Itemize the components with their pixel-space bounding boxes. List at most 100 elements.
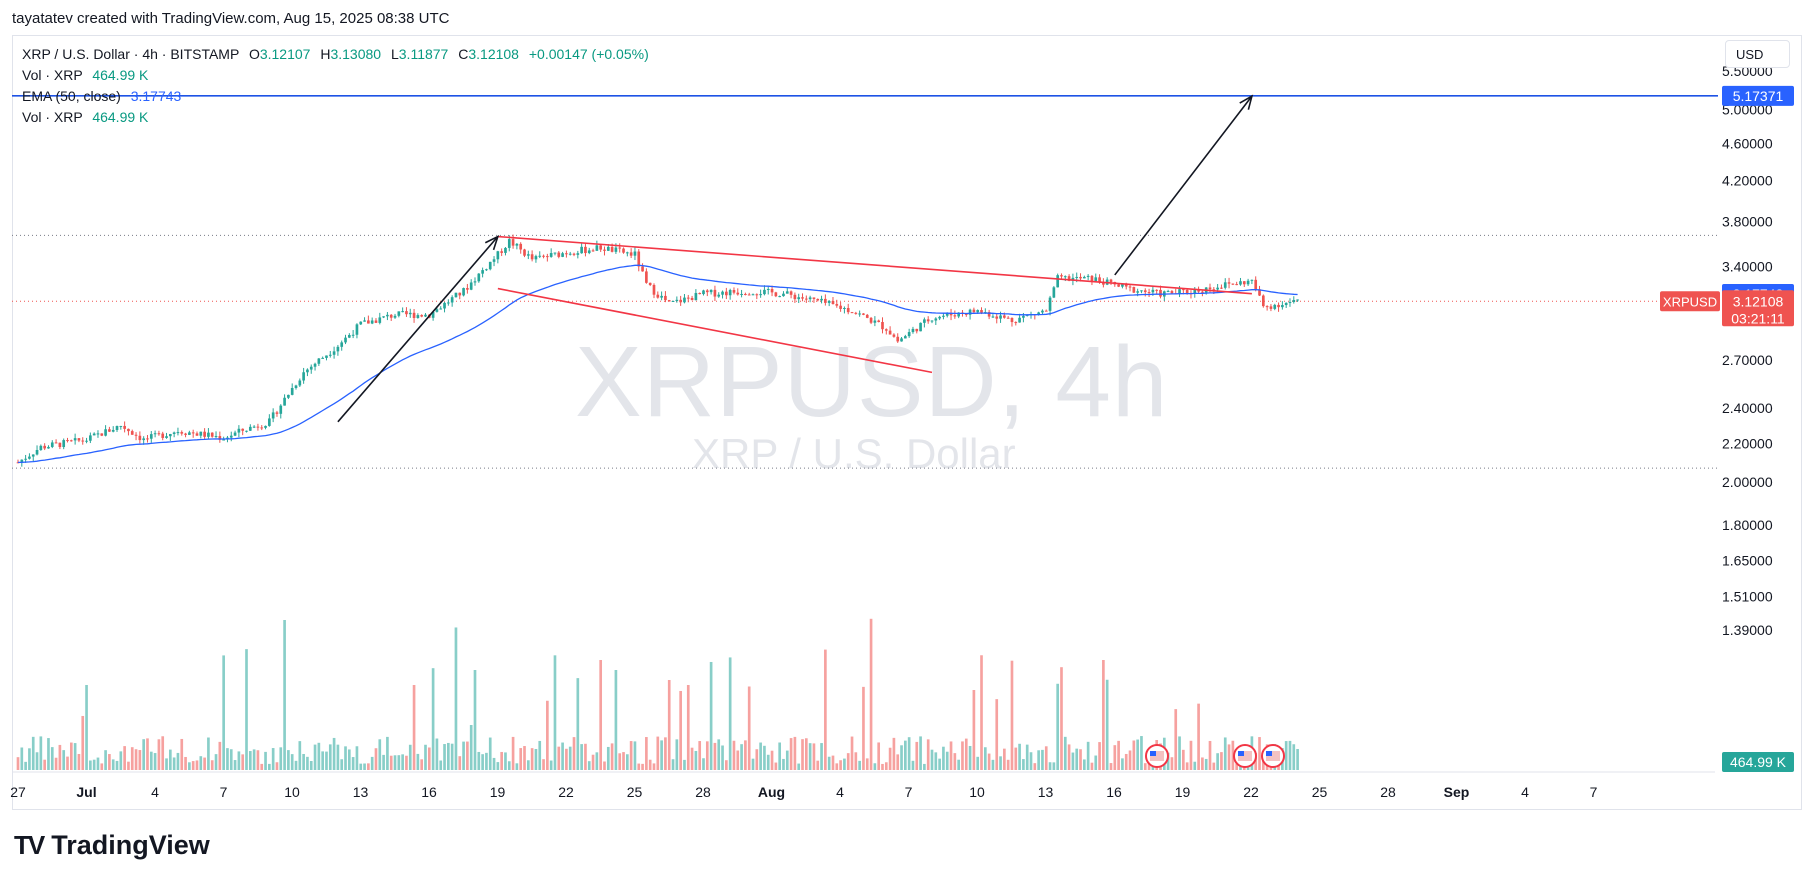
- volume-bar: [146, 738, 149, 770]
- volume-bar: [1014, 747, 1018, 770]
- volume-bar: [702, 758, 705, 770]
- volume-bar: [279, 747, 283, 770]
- candle-body: [1083, 276, 1086, 279]
- volume-bar: [39, 736, 43, 770]
- price-tick-label: 1.51000: [1722, 588, 1773, 604]
- candle-body: [1273, 304, 1277, 309]
- volume-bar: [1086, 741, 1090, 770]
- volume-bar: [896, 754, 900, 770]
- candle-body: [820, 298, 823, 301]
- price-tick-label: 3.40000: [1722, 258, 1773, 274]
- candle-body: [549, 253, 553, 257]
- candle-body: [626, 252, 629, 254]
- candle-body: [104, 429, 107, 436]
- candle-body: [146, 438, 149, 440]
- candle-body: [1037, 312, 1040, 315]
- candle-body: [31, 454, 35, 457]
- volume-bar: [968, 745, 972, 770]
- candle-body: [172, 432, 176, 435]
- candle-body: [290, 387, 294, 395]
- candle-body: [827, 300, 831, 303]
- volume-bar: [770, 750, 774, 770]
- currency-button[interactable]: USD: [1725, 40, 1790, 68]
- candle-body: [47, 446, 50, 449]
- volume-bar: [108, 754, 111, 770]
- candle-body: [603, 249, 606, 251]
- candle-body: [1109, 279, 1113, 282]
- candle-body: [1006, 317, 1010, 319]
- tradingview-brand[interactable]: TV TradingView: [14, 830, 210, 861]
- volume-bar: [1113, 745, 1117, 770]
- candle-body: [797, 297, 801, 300]
- candle-body: [439, 308, 443, 310]
- volume-bar: [938, 758, 941, 770]
- volume-bar: [462, 741, 465, 770]
- candle-body: [846, 308, 850, 313]
- volume-bar: [732, 740, 736, 770]
- volume-bar: [1197, 703, 1200, 770]
- volume-bar: [915, 741, 919, 770]
- volume-bar: [1174, 709, 1178, 770]
- candle-body: [881, 322, 884, 330]
- us-flag-icon-canton: [1266, 751, 1272, 756]
- volume-bar: [686, 685, 690, 770]
- volume-bar: [599, 660, 603, 770]
- volume-bar: [1025, 744, 1029, 770]
- volume-bar: [492, 757, 496, 770]
- volume-bar: [504, 752, 507, 770]
- volume-bar: [134, 749, 138, 770]
- time-tick-label: Aug: [758, 784, 785, 800]
- volume-bar: [363, 763, 366, 770]
- volume-bar: [580, 744, 583, 770]
- volume-bar: [1208, 740, 1212, 770]
- us-flag-icon-stripes: [1238, 751, 1252, 761]
- volume-bar: [511, 736, 515, 770]
- volume-bar: [561, 742, 564, 770]
- volume-bar: [759, 742, 762, 770]
- volume-bar: [1227, 744, 1231, 770]
- candle-body: [108, 429, 111, 432]
- channel-upper-line: [497, 235, 1252, 295]
- volume-bar: [405, 755, 408, 770]
- legend-low-label: L: [390, 46, 399, 62]
- price-tick-label: 1.80000: [1722, 517, 1773, 533]
- candle-body: [35, 450, 39, 455]
- volume-bar: [488, 737, 492, 770]
- volume-bar: [591, 754, 595, 770]
- candle-body: [595, 245, 599, 251]
- candle-body: [264, 425, 267, 428]
- candle-body: [763, 289, 766, 295]
- volume-bar: [850, 736, 854, 770]
- legend-volume-row[interactable]: Vol · XRP 464.99 K: [22, 65, 649, 86]
- legend-ema-row[interactable]: EMA (50, close) 3.17743: [22, 86, 649, 107]
- candle-body: [275, 412, 279, 414]
- volume-bar: [431, 668, 435, 770]
- tradingview-name: TradingView: [51, 830, 210, 860]
- candle-body: [1292, 299, 1296, 303]
- candle-body: [157, 433, 161, 435]
- volume-bar: [801, 739, 804, 770]
- legend-volume2-value: 464.99 K: [92, 109, 149, 125]
- volume-bar: [980, 655, 983, 770]
- candle-body: [180, 432, 184, 434]
- time-tick-label: 7: [1590, 784, 1598, 800]
- volume-bar: [839, 760, 842, 770]
- volume-bar: [690, 747, 694, 770]
- volume-bar: [820, 743, 823, 770]
- candle-body: [245, 430, 248, 432]
- volume-bar: [1124, 753, 1128, 770]
- volume-bar: [884, 762, 888, 770]
- volume-bar: [751, 758, 755, 770]
- symbol-tag: [1660, 291, 1720, 312]
- legend-ohlc-row[interactable]: XRP / U.S. Dollar · 4h · BITSTAMP O3.121…: [22, 44, 649, 65]
- candle-body: [1265, 306, 1269, 308]
- volume-bar: [119, 751, 123, 770]
- candle-body: [62, 440, 66, 448]
- candle-body: [1201, 291, 1204, 293]
- candle-body: [302, 372, 305, 381]
- candle-body: [785, 291, 789, 294]
- volume-bar: [816, 760, 820, 770]
- legend-volume2-row[interactable]: Vol · XRP 464.99 K: [22, 107, 649, 128]
- candle-body: [660, 295, 663, 298]
